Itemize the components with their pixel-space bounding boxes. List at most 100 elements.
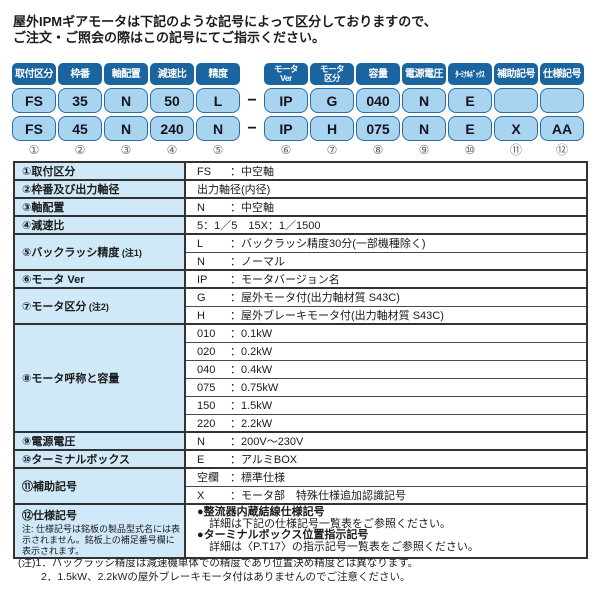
row-value: FS ：中空軸 (185, 161, 587, 180)
value-desc: 2.2kW (241, 417, 273, 430)
badge-label-line2: 区分 (323, 73, 341, 83)
code-chip: H (310, 116, 354, 141)
footnote-1: (注)1．バックラッシ精度は減速機単体での精度であり位置決め精度とは異なります。 (18, 557, 419, 569)
badge-label: モータ (319, 63, 345, 74)
row-label: ⑥モータ Ver (14, 269, 186, 288)
colon: ： (230, 255, 241, 268)
code-chip (494, 88, 538, 113)
dash-spacer (242, 63, 262, 85)
row-label: ⑦モータ区分 (注2) (14, 287, 186, 324)
row-value: 220 ：2.2kW (185, 413, 587, 432)
code-chip: L (196, 88, 240, 113)
value-desc: 屋外モータ付(出力軸材質 S43C) (241, 292, 400, 305)
code-column-mount: 取付区分 FS FS ① (12, 63, 56, 157)
colon: ： (230, 166, 241, 178)
row-value: 出力軸径(内径) (185, 179, 587, 198)
column-number: ① (28, 143, 40, 157)
row-value: H ：屋外ブレーキモータ付(出力軸材質 S43C) (185, 305, 587, 324)
value-desc: 0.2kW (241, 346, 273, 358)
code-column-aux: 補助記号 X ⑪ (494, 63, 538, 157)
row-label: ⑩ターミナルボックス (14, 449, 186, 468)
badge-label: 電源電圧 (405, 68, 444, 80)
value-code: X (197, 489, 205, 502)
colon: ： (230, 346, 241, 358)
spec-subrow: 220 ：2.2kW (14, 413, 587, 432)
spec-row: ⑧モータ呼称と容量 010 ：0.1kW (14, 323, 587, 432)
colon: ： (230, 238, 241, 251)
value-code: E (197, 454, 205, 466)
value-code: N (197, 436, 205, 448)
value-code: 040 (197, 364, 216, 376)
value-code: 075 (197, 382, 216, 394)
spec-row: ⑨電源電圧 N ：200V～230V (14, 431, 587, 450)
colon: ： (230, 292, 241, 305)
spec-table: ①取付区分 FS ：中空軸 ②枠番及び出力軸径 出力軸径(内径) ③軸配置 N ：中… (13, 161, 588, 559)
column-number: ⑧ (372, 143, 384, 157)
row-value: 040 ：0.4kW (185, 359, 587, 378)
code-chip: AA (540, 116, 584, 141)
column-number: ⑩ (464, 143, 476, 157)
code-column-voltage: 電源電圧 N N ⑨ (402, 63, 446, 157)
spec-row: ②枠番及び出力軸径 出力軸径(内径) (14, 179, 587, 198)
bullet-detail: 詳細は下記の仕様記号一覧表をご参照ください。 (209, 517, 451, 530)
code-chip: E (448, 88, 492, 113)
model-code-diagram: 取付区分 FS FS ① 枠番 35 45 ② 軸配置 N N ③ 減速比 50… (12, 63, 584, 157)
field-badge: 枠番 (58, 63, 102, 85)
row-value: 150 ：1.5kW (185, 395, 587, 414)
spec-subrow: 020 ：0.2kW (14, 341, 587, 360)
column-number: ⑤ (212, 143, 224, 157)
badge-label: 軸配置 (111, 68, 141, 80)
spec-row: ③軸配置 N ：中空軸 (14, 197, 587, 216)
code-column-terminal-box: ﾀｰﾐﾅﾙﾎﾞｯｸｽ E E ⑩ (448, 63, 492, 157)
code-column-precision: 精度 L N ⑤ (196, 63, 240, 157)
spec-subrow: 075 ：0.75kW (14, 377, 587, 396)
colon: ： (230, 309, 241, 322)
footnote-2: 2．1.5kW、2.2kWの屋外ブレーキモータ付はありませんのでご注意ください。 (41, 570, 411, 583)
colon: ： (230, 417, 241, 430)
colon: ： (230, 202, 241, 214)
code-chip: N (402, 116, 446, 141)
badge-label: 精度 (208, 68, 229, 80)
colon: ： (230, 454, 241, 466)
code-column-spec: 仕様記号 AA ⑫ (540, 63, 584, 157)
field-badge: 容量 (356, 63, 400, 85)
code-chip: 35 (58, 88, 102, 113)
value-code: G (197, 292, 206, 305)
column-number: ⑫ (555, 143, 568, 157)
row-value: L ：バックラッシ精度30分(一部機種除く) (185, 233, 587, 252)
row-value: 010 ：0.1kW (185, 323, 587, 342)
row-label: ①取付区分 (14, 161, 186, 180)
row-label: ⑧モータ呼称と容量 (14, 323, 186, 432)
code-chip (540, 88, 584, 113)
value-desc: 200V～230V (241, 436, 304, 448)
row-label: ⑪補助記号 (14, 467, 186, 504)
value-desc: 0.1kW (241, 328, 273, 341)
field-badge: モータ 区分 (310, 63, 354, 85)
row-value: 020 ：0.2kW (185, 341, 587, 360)
code-column-capacity: 容量 040 075 ⑧ (356, 63, 400, 157)
code-chip: 075 (356, 116, 400, 141)
row-label: ②枠番及び出力軸径 (14, 179, 186, 198)
value-code: 150 (197, 400, 216, 412)
row-value: G ：屋外モータ付(出力軸材質 S43C) (185, 287, 587, 306)
badge-label: モータ (273, 63, 299, 74)
colon: ： (230, 274, 241, 286)
field-badge: 取付区分 (12, 63, 56, 85)
code-chip: X (494, 116, 538, 141)
row-label-text: ⑤バックラッシ精度 (22, 247, 120, 259)
spec-row: ①取付区分 FS ：中空軸 (14, 161, 587, 180)
row-label-text: ⑫仕様記号 (22, 510, 77, 522)
column-number: ⑪ (509, 143, 522, 157)
code-column-motor-ver: モータ Ver IP IP ⑥ (264, 63, 308, 157)
colon: ： (230, 382, 241, 394)
value-desc: ノーマル (241, 255, 285, 268)
row-value: N ：ノーマル (185, 251, 587, 270)
field-badge: 補助記号 (494, 63, 538, 85)
spec-row: ④減速比 5：1／5 15X：1／1500 (14, 215, 587, 234)
code-chip: FS (12, 88, 56, 113)
row-label-text: ⑦モータ区分 (22, 301, 87, 313)
dash-column: − − (242, 63, 262, 141)
intro-line2: ご注文・ご照会の際はこの記号にてご指示ください。 (13, 30, 326, 45)
code-chip: FS (12, 116, 56, 141)
row-value: N ：中空軸 (185, 197, 587, 216)
